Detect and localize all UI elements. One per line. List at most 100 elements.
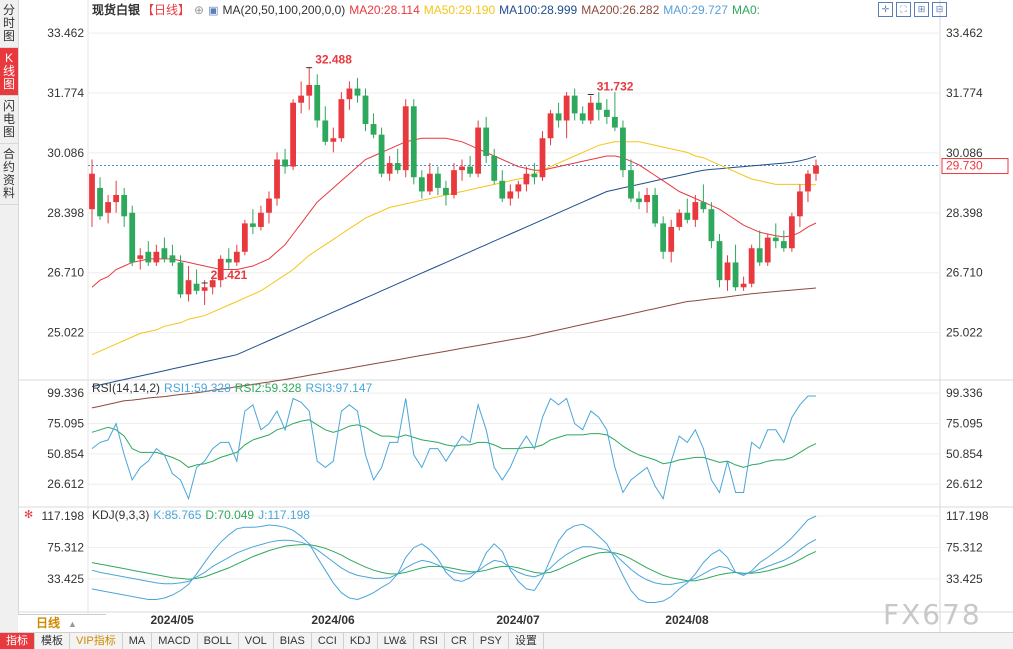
ma-toggle-icon[interactable]: ▣ — [208, 5, 219, 17]
chart-tools: ✛ ⛶ ⊞ ⊟ — [878, 1, 950, 17]
btn-psy[interactable]: PSY — [474, 633, 509, 649]
kline-chart[interactable]: 33.462 33.462 31.774 31.774 30.086 30.086 28.3… — [0, 0, 1013, 632]
btn-cci[interactable]: CCI — [312, 633, 344, 649]
j-value: J:117.198 — [258, 508, 310, 522]
price-tick-left: 28.398 — [47, 206, 84, 220]
btn-template[interactable]: 模板 — [35, 633, 70, 649]
candle-body — [563, 95, 570, 121]
btn-cr[interactable]: CR — [445, 633, 474, 649]
candle-body — [249, 223, 256, 227]
candle-body — [209, 280, 216, 288]
candle-body — [233, 251, 240, 263]
btn-vip-indicator[interactable]: VIP指标 — [70, 633, 123, 649]
candle-body — [579, 113, 586, 121]
candle-body — [346, 88, 353, 100]
kdj-tick-left: 33.425 — [47, 572, 84, 586]
candle-body — [700, 202, 707, 210]
tab-contract-info[interactable]: 合约资料 — [0, 144, 18, 205]
candle-body — [89, 173, 95, 210]
candle-body — [435, 173, 441, 188]
candle-body — [491, 155, 498, 181]
candle-body — [660, 223, 667, 252]
candle-body — [499, 180, 506, 199]
kdj-j-line — [91, 515, 817, 603]
candle-body — [467, 166, 473, 174]
tab-intraday[interactable]: 分时图 — [0, 0, 18, 48]
candle-body — [282, 159, 288, 167]
candle-body — [201, 287, 208, 291]
settings-icon[interactable]: ⊕ — [194, 3, 205, 17]
btn-indicator[interactable]: 指标 — [0, 633, 35, 649]
current-price-box — [941, 158, 1009, 175]
candle-body — [652, 195, 659, 224]
btn-bias[interactable]: BIAS — [274, 633, 312, 649]
rsi1-line — [91, 395, 816, 501]
price-tick-left: 26.710 — [47, 266, 84, 280]
period-button[interactable]: 日线 ▲ — [18, 614, 106, 632]
ma-params: MA(20,50,100,200,0,0) — [222, 3, 346, 17]
candle-body — [241, 223, 248, 252]
candle-body — [813, 165, 819, 174]
candle-body — [314, 84, 321, 121]
candle-body — [732, 262, 739, 288]
candle-body — [716, 241, 723, 281]
x-axis-label: 2024/06 — [311, 613, 355, 627]
candle-body — [764, 237, 771, 263]
btn-settings[interactable]: 设置 — [509, 633, 544, 649]
btn-macd[interactable]: MACD — [152, 633, 198, 649]
candle-body — [185, 280, 192, 295]
candle-body — [105, 202, 111, 213]
candle-body — [539, 138, 546, 178]
price-tick-right: 31.774 — [946, 86, 983, 100]
price-tick-right: 28.398 — [946, 206, 983, 220]
crosshair-icon[interactable]: ✛ — [878, 2, 893, 17]
kdj-settings-icon[interactable]: ✻ — [24, 509, 34, 521]
price-tick-right: 25.022 — [946, 326, 983, 340]
rsi1-value: RSI1:59.328 — [164, 381, 231, 395]
rsi-tick-right: 50.854 — [946, 447, 983, 461]
candle-body — [426, 173, 433, 192]
candle-body — [330, 138, 337, 142]
period-label: 【日线】 — [142, 3, 191, 17]
x-axis-label: 2024/07 — [496, 613, 540, 627]
candle-body — [129, 212, 136, 263]
btn-boll[interactable]: BOLL — [198, 633, 239, 649]
candle-body — [788, 216, 795, 249]
current-price-label: 29.730 — [946, 159, 983, 173]
candle-body — [370, 124, 377, 135]
candle-body — [161, 248, 168, 259]
candle-body — [805, 173, 811, 192]
rsi-tick-right: 99.336 — [946, 386, 983, 400]
btn-vol[interactable]: VOL — [239, 633, 274, 649]
chart-header: 现货白银 【日线】 ⊕ ▣ MA(20,50,100,200,0,0) MA20:28.1… — [92, 2, 764, 18]
btn-kdj[interactable]: KDJ — [344, 633, 378, 649]
collapse-icon[interactable]: ⊟ — [932, 2, 947, 17]
candle-body — [797, 191, 803, 217]
candle-body — [636, 198, 642, 203]
btn-lw[interactable]: LW& — [378, 633, 414, 649]
candle-body — [137, 255, 144, 259]
candle-body — [692, 202, 699, 220]
candle-body — [177, 262, 184, 295]
fullscreen-icon[interactable]: ⛶ — [896, 2, 911, 17]
candle-body — [756, 248, 763, 263]
btn-rsi[interactable]: RSI — [414, 633, 445, 649]
candle-body — [595, 102, 602, 110]
tab-kline[interactable]: K线图 — [0, 48, 18, 96]
candle-body — [587, 102, 594, 121]
candle-body — [515, 184, 522, 192]
candle-body — [113, 195, 120, 203]
candle-body — [258, 212, 264, 227]
candle-body — [298, 95, 305, 103]
high-annotation: 26.421 — [211, 268, 248, 282]
btn-ma[interactable]: MA — [123, 633, 153, 649]
candle-body — [169, 255, 176, 263]
candle-body — [780, 241, 787, 249]
candle-body — [475, 127, 482, 174]
expand-icon[interactable]: ⊞ — [914, 2, 929, 17]
price-tick-right: 26.710 — [946, 266, 983, 280]
rsi-tick-left: 50.854 — [47, 447, 84, 461]
tab-flash[interactable]: 闪电图 — [0, 96, 18, 144]
candle-body — [628, 170, 634, 199]
candle-body — [507, 191, 514, 199]
